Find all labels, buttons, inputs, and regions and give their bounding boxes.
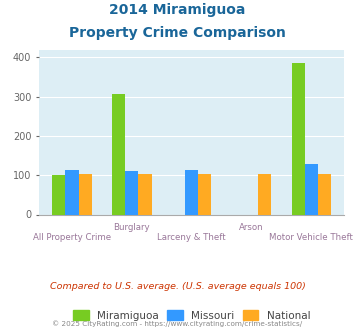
Text: All Property Crime: All Property Crime: [33, 233, 111, 242]
Bar: [185, 170, 198, 215]
Bar: [258, 175, 271, 215]
Bar: [138, 175, 152, 215]
Text: Arson: Arson: [239, 223, 264, 232]
Bar: [65, 170, 78, 215]
Bar: [52, 175, 65, 214]
Bar: [125, 171, 138, 214]
Text: 2014 Miramiguoa: 2014 Miramiguoa: [109, 3, 246, 17]
Bar: [292, 63, 305, 214]
Bar: [318, 175, 331, 215]
Bar: [305, 164, 318, 214]
Text: © 2025 CityRating.com - https://www.cityrating.com/crime-statistics/: © 2025 CityRating.com - https://www.city…: [53, 320, 302, 327]
Bar: [112, 94, 125, 214]
Text: Larceny & Theft: Larceny & Theft: [157, 233, 226, 242]
Text: Compared to U.S. average. (U.S. average equals 100): Compared to U.S. average. (U.S. average …: [50, 282, 305, 291]
Bar: [198, 175, 212, 215]
Text: Motor Vehicle Theft: Motor Vehicle Theft: [269, 233, 353, 242]
Text: Burglary: Burglary: [114, 223, 150, 232]
Bar: [78, 175, 92, 215]
Text: Property Crime Comparison: Property Crime Comparison: [69, 26, 286, 40]
Legend: Miramiguoa, Missouri, National: Miramiguoa, Missouri, National: [69, 306, 315, 325]
